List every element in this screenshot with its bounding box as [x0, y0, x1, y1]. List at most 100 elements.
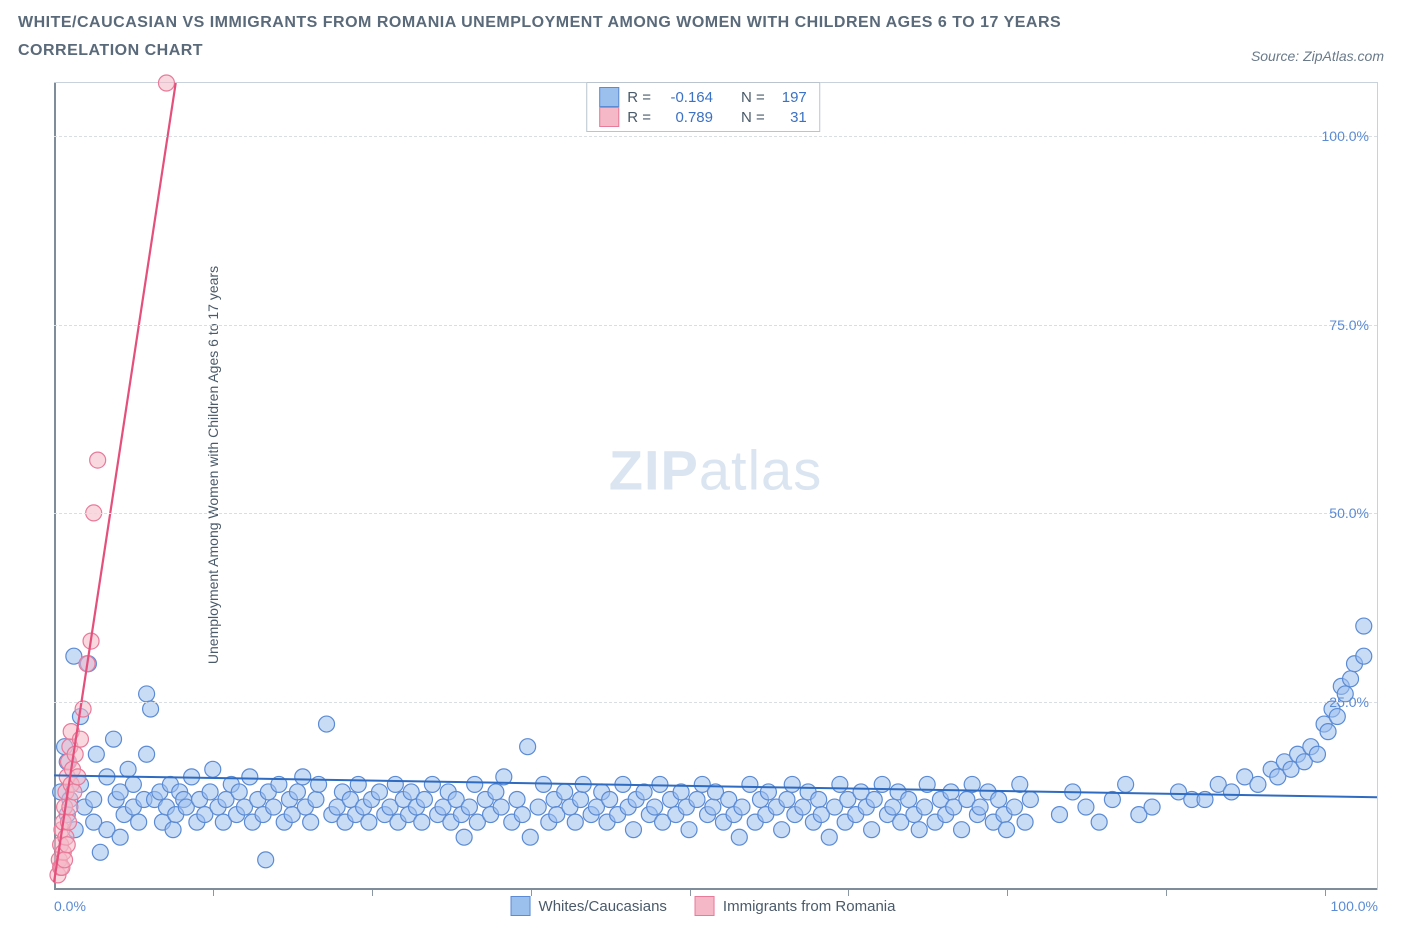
data-point — [573, 792, 589, 808]
data-point — [1012, 776, 1028, 792]
data-point — [954, 822, 970, 838]
data-point — [917, 799, 933, 815]
data-point — [1309, 746, 1325, 762]
chart-title-line1: White/Caucasian vs Immigrants from Roman… — [18, 14, 1388, 32]
data-point — [731, 829, 747, 845]
trend-line — [54, 83, 176, 882]
data-point — [258, 852, 274, 868]
data-point — [647, 799, 663, 815]
data-point — [999, 822, 1015, 838]
data-point — [885, 799, 901, 815]
data-point — [742, 776, 758, 792]
gridline-h — [54, 136, 1377, 137]
swatch-series2-icon — [695, 896, 715, 916]
data-point — [303, 814, 319, 830]
gridline-h — [54, 702, 1377, 703]
data-point — [1022, 792, 1038, 808]
data-point — [242, 769, 258, 785]
data-point — [488, 784, 504, 800]
data-point — [774, 822, 790, 838]
data-point — [319, 716, 335, 732]
y-tick-label: 25.0% — [1329, 694, 1369, 710]
n-value-2: 31 — [773, 109, 807, 126]
r-value-1: -0.164 — [659, 89, 713, 106]
data-point — [70, 769, 86, 785]
x-tick-label: 100.0% — [1331, 898, 1378, 914]
data-point — [92, 844, 108, 860]
data-point — [202, 784, 218, 800]
n-label-2: N = — [741, 109, 765, 126]
data-point — [106, 731, 122, 747]
data-point — [416, 792, 432, 808]
data-point — [522, 829, 538, 845]
data-point — [795, 799, 811, 815]
data-point — [681, 822, 697, 838]
y-tick-label: 75.0% — [1329, 317, 1369, 333]
data-point — [784, 776, 800, 792]
data-point — [424, 776, 440, 792]
data-point — [467, 776, 483, 792]
data-point — [88, 746, 104, 762]
swatch-series1-icon — [511, 896, 531, 916]
data-point — [131, 814, 147, 830]
r-label-1: R = — [627, 89, 651, 106]
data-point — [493, 799, 509, 815]
data-point — [530, 799, 546, 815]
gridline-h — [54, 325, 1377, 326]
series-legend: Whites/Caucasians Immigrants from Romani… — [511, 896, 896, 916]
x-tick-minor — [213, 890, 214, 896]
data-point — [520, 739, 536, 755]
data-point — [1051, 807, 1067, 823]
stats-legend-row-2: R = 0.789 N = 31 — [599, 107, 807, 127]
data-point — [266, 799, 282, 815]
data-point — [509, 792, 525, 808]
data-point — [991, 792, 1007, 808]
data-point — [308, 792, 324, 808]
data-point — [1343, 671, 1359, 687]
data-point — [1078, 799, 1094, 815]
y-tick-label: 100.0% — [1322, 128, 1369, 144]
data-point — [636, 784, 652, 800]
data-point — [1250, 776, 1266, 792]
data-point — [414, 814, 430, 830]
data-point — [1329, 709, 1345, 725]
data-point — [943, 784, 959, 800]
data-point — [361, 814, 377, 830]
data-point — [602, 792, 618, 808]
x-tick-minor — [372, 890, 373, 896]
data-point — [901, 792, 917, 808]
data-point — [972, 799, 988, 815]
data-point — [832, 776, 848, 792]
gridline-h — [54, 513, 1377, 514]
data-point — [90, 452, 106, 468]
data-point — [295, 769, 311, 785]
legend-label-2: Immigrants from Romania — [723, 898, 896, 915]
swatch-series2-icon — [599, 107, 619, 127]
data-point — [1091, 814, 1107, 830]
y-tick-label: 50.0% — [1329, 505, 1369, 521]
data-point — [705, 799, 721, 815]
legend-item-1: Whites/Caucasians — [511, 896, 667, 916]
data-point — [461, 799, 477, 815]
n-label-1: N = — [741, 89, 765, 106]
data-point — [734, 799, 750, 815]
data-point — [165, 822, 181, 838]
data-point — [811, 792, 827, 808]
data-point — [139, 686, 155, 702]
data-point — [557, 784, 573, 800]
data-point — [625, 822, 641, 838]
data-point — [125, 776, 141, 792]
data-point — [866, 792, 882, 808]
x-tick-minor — [1007, 890, 1008, 896]
data-point — [1144, 799, 1160, 815]
data-point — [205, 761, 221, 777]
stats-legend-row-1: R = -0.164 N = 197 — [599, 87, 807, 107]
data-point — [779, 792, 795, 808]
swatch-series1-icon — [599, 87, 619, 107]
x-tick-label: 0.0% — [54, 898, 86, 914]
r-label-2: R = — [627, 109, 651, 126]
data-point — [567, 814, 583, 830]
data-point — [1356, 618, 1372, 634]
data-point — [911, 822, 927, 838]
r-value-2: 0.789 — [659, 109, 713, 126]
